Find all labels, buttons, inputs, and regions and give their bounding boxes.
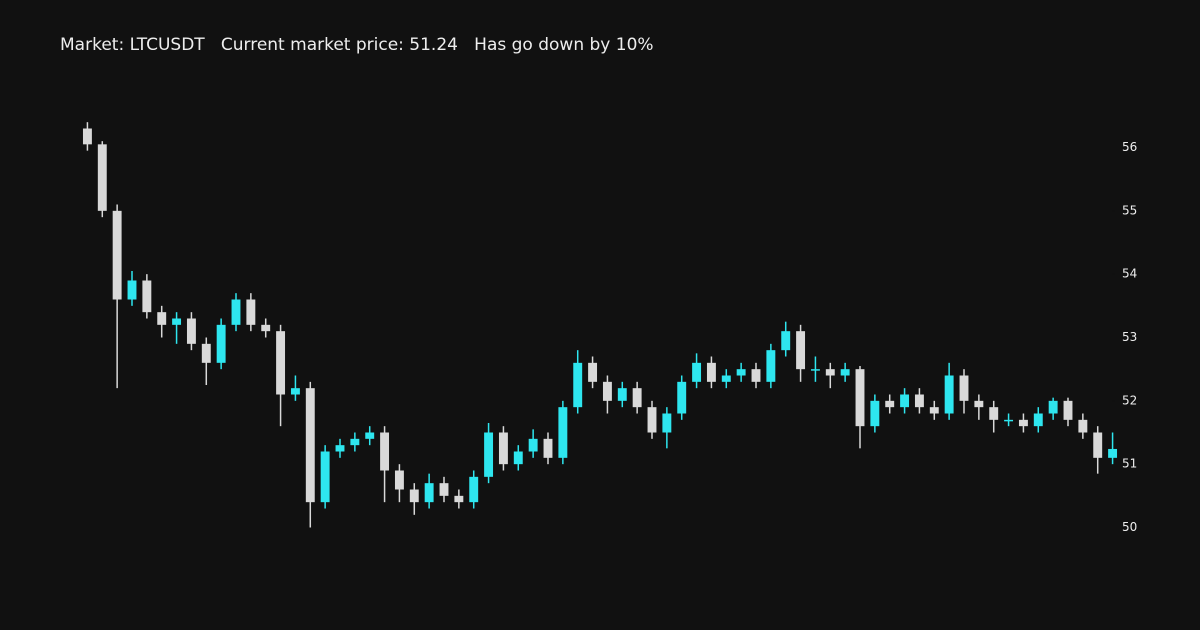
candle-body	[855, 369, 865, 427]
candle-body	[810, 369, 820, 371]
candle-body	[766, 350, 776, 382]
candle-body	[781, 331, 791, 351]
candle-body	[216, 324, 226, 363]
candle-body	[870, 400, 880, 427]
candle-body	[573, 362, 583, 408]
candle-body	[900, 394, 910, 408]
candle-body	[647, 407, 657, 433]
candle-body	[1033, 413, 1043, 427]
candle-body	[751, 369, 761, 382]
candle-body	[1004, 419, 1014, 422]
candle-body	[350, 438, 360, 446]
candle-body	[840, 369, 850, 376]
candle-body	[186, 318, 196, 344]
candle-body	[142, 280, 152, 313]
candle-body	[885, 400, 895, 408]
candle-body	[662, 413, 672, 433]
candle-body	[439, 483, 449, 496]
y-tick-label: 51	[1122, 457, 1137, 471]
y-tick-label: 56	[1122, 140, 1137, 154]
candle-body	[706, 362, 716, 382]
candle-body	[632, 388, 642, 408]
candle-body	[677, 381, 687, 414]
candle-body	[424, 483, 434, 503]
candle-body	[82, 128, 92, 145]
candle-body	[513, 451, 523, 465]
candle-body	[454, 495, 464, 503]
candle-body	[484, 432, 494, 477]
candle-body	[246, 299, 256, 325]
candle-body	[380, 432, 390, 471]
y-tick-label: 55	[1122, 203, 1137, 217]
candle-body	[914, 394, 924, 408]
y-tick-label: 52	[1122, 393, 1137, 407]
candle-body	[944, 375, 954, 414]
candle-body	[335, 445, 345, 452]
candle-body	[498, 432, 508, 465]
chart-title: Market: LTCUSDT Current market price: 51…	[60, 35, 654, 55]
candle-body	[959, 375, 969, 401]
candle-body	[558, 407, 568, 458]
candle-body	[97, 144, 107, 211]
candle-body	[290, 388, 300, 395]
candle-body	[305, 388, 315, 503]
candle-body	[172, 318, 182, 325]
candle-body	[231, 299, 241, 325]
candle-body	[261, 324, 271, 332]
candle-body	[721, 375, 731, 382]
candle-body	[617, 388, 627, 401]
candle-body	[365, 432, 375, 439]
y-tick-label: 54	[1122, 267, 1137, 281]
candle-body	[974, 400, 984, 408]
candle-body	[1048, 400, 1058, 414]
candle-body	[409, 489, 419, 503]
candle-body	[469, 476, 479, 503]
candle-body	[127, 280, 137, 300]
y-tick-label: 50	[1122, 520, 1137, 534]
candle-body	[796, 331, 806, 370]
candle-body	[736, 369, 746, 376]
candle-body	[692, 362, 702, 382]
y-tick-label: 53	[1122, 330, 1137, 344]
candle-body	[588, 362, 598, 382]
candle-body	[528, 438, 538, 452]
candle-body	[825, 369, 835, 376]
candle-body	[929, 407, 939, 414]
candle-body	[1018, 419, 1028, 427]
candle-body	[1078, 419, 1088, 433]
candle-body	[1093, 432, 1103, 458]
candle-body	[112, 210, 122, 300]
candle-body	[276, 331, 286, 395]
candle-body	[394, 470, 404, 490]
candle-body	[602, 381, 612, 401]
candle-body	[543, 438, 553, 458]
candle-body	[157, 312, 167, 325]
candle-body	[1108, 448, 1118, 458]
candle-body	[1063, 400, 1073, 420]
candle-body	[201, 343, 211, 363]
candle-body	[320, 451, 330, 503]
candle-body	[989, 407, 999, 420]
